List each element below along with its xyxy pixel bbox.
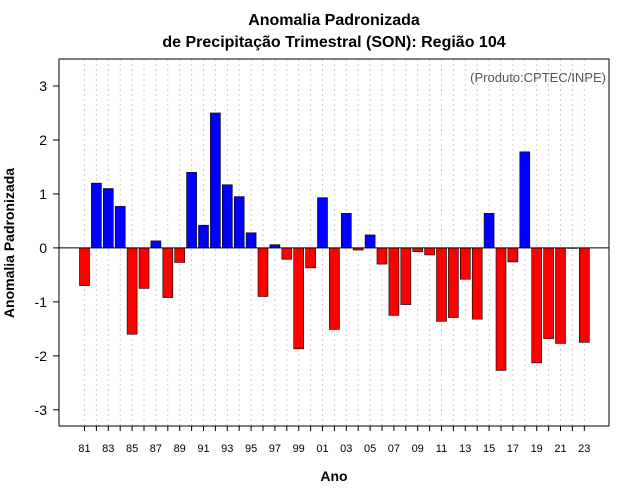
bar-1982 [91,182,102,249]
x-tick-label: 09 [412,443,424,455]
bar-1989 [174,247,185,263]
bar-1988 [162,247,174,298]
bar-1996 [257,247,269,297]
x-tick-label: 03 [340,443,352,455]
x-tick-label: 91 [197,443,209,455]
y-tick-label: -1 [35,294,48,310]
bar-1984 [114,206,126,249]
bar-2023 [578,247,590,343]
bar-1981 [79,247,90,286]
x-tick-label: 93 [221,443,233,455]
x-tick-label: 21 [554,443,566,455]
bar-1999 [293,247,305,350]
y-axis: -3 -2 -1 0 1 2 3 [35,78,59,418]
bar-2019 [531,247,543,364]
x-tick-label: 19 [531,443,543,455]
x-tick-label: 81 [78,443,90,455]
chart-title-line2: de Precipitação Trimestral (SON): Região… [162,34,505,51]
bar-1985 [126,247,138,335]
x-axis-title: Ano [320,468,347,484]
bar-1983 [103,188,114,249]
bar-2012 [448,247,459,318]
x-tick-label: 85 [126,443,138,455]
bar-1994 [233,196,245,249]
x-tick-label: 97 [269,443,281,455]
y-axis-title: Anomalia Padronizada [1,168,17,318]
bar-1993 [222,184,233,249]
bar-1986 [138,247,150,289]
x-axis: 81 83 85 87 89 91 93 95 97 99 01 03 05 07 09 11 13 15 17 19… [78,426,590,455]
x-tick-label: 07 [388,443,400,455]
x-tick-label: 99 [293,443,305,455]
x-tick-label: 87 [150,443,162,455]
credit-label: (Produto:CPTEC/INPE) [470,70,606,85]
bar-2021 [555,247,566,344]
x-tick-label: 83 [102,443,114,455]
x-tick-label: 11 [436,443,447,455]
bar-2002 [329,247,340,330]
bar-2011 [436,247,447,322]
bars-layer [79,112,590,371]
bar-2014 [471,247,483,320]
bar-1992 [210,112,221,249]
y-tick-label: 3 [39,78,47,94]
x-tick-label: 17 [507,443,519,455]
bar-2005 [364,234,376,249]
bar-2010 [424,247,435,256]
bar-2001 [317,197,328,249]
bar-2009 [412,247,424,252]
bar-2018 [519,151,531,249]
grid-layer [84,59,585,426]
x-tick-label: 15 [483,443,495,455]
bar-2015 [483,213,495,249]
x-tick-label: 23 [578,443,590,455]
x-tick-label: 89 [174,443,186,455]
bar-2008 [400,247,412,305]
bar-2013 [459,247,471,280]
y-tick-label: 2 [39,132,47,148]
bar-2003 [340,213,352,249]
bar-2000 [305,247,316,269]
x-tick-label: 05 [364,443,376,455]
bar-2006 [376,247,388,265]
bar-1987 [150,240,162,249]
x-tick-label: 95 [245,443,257,455]
bar-1990 [186,172,197,249]
y-tick-label: -3 [35,402,48,418]
bar-1995 [245,232,257,249]
y-tick-label: -2 [35,348,48,364]
chart-title-line1: Anomalia Padronizada [248,12,420,29]
bar-2017 [507,247,519,263]
x-tick-label: 01 [316,443,328,455]
bar-2020 [543,247,554,339]
x-tick-label: 13 [459,443,471,455]
bar-1998 [281,247,293,260]
y-tick-label: 0 [39,240,47,256]
bar-2016 [495,247,507,371]
bar-1991 [198,224,209,249]
bar-2007 [388,247,400,316]
y-tick-label: 1 [39,186,47,202]
